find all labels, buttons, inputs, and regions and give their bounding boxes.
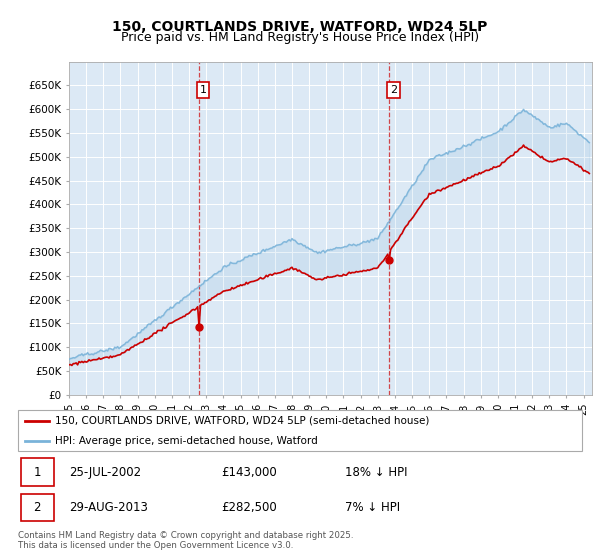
Text: 25-JUL-2002: 25-JUL-2002	[69, 466, 141, 479]
Text: 150, COURTLANDS DRIVE, WATFORD, WD24 5LP (semi-detached house): 150, COURTLANDS DRIVE, WATFORD, WD24 5LP…	[55, 416, 429, 426]
Text: 2: 2	[34, 501, 41, 514]
Text: £143,000: £143,000	[221, 466, 277, 479]
Text: 150, COURTLANDS DRIVE, WATFORD, WD24 5LP: 150, COURTLANDS DRIVE, WATFORD, WD24 5LP	[112, 20, 488, 34]
FancyBboxPatch shape	[21, 493, 53, 521]
Text: 18% ↓ HPI: 18% ↓ HPI	[345, 466, 407, 479]
Text: Contains HM Land Registry data © Crown copyright and database right 2025.
This d: Contains HM Land Registry data © Crown c…	[18, 531, 353, 550]
Text: 7% ↓ HPI: 7% ↓ HPI	[345, 501, 400, 514]
Text: 29-AUG-2013: 29-AUG-2013	[69, 501, 148, 514]
Text: HPI: Average price, semi-detached house, Watford: HPI: Average price, semi-detached house,…	[55, 436, 317, 446]
Text: £282,500: £282,500	[221, 501, 277, 514]
FancyBboxPatch shape	[21, 459, 53, 486]
Text: Price paid vs. HM Land Registry's House Price Index (HPI): Price paid vs. HM Land Registry's House …	[121, 31, 479, 44]
Text: 1: 1	[34, 466, 41, 479]
Text: 1: 1	[199, 85, 206, 95]
Text: 2: 2	[390, 85, 397, 95]
